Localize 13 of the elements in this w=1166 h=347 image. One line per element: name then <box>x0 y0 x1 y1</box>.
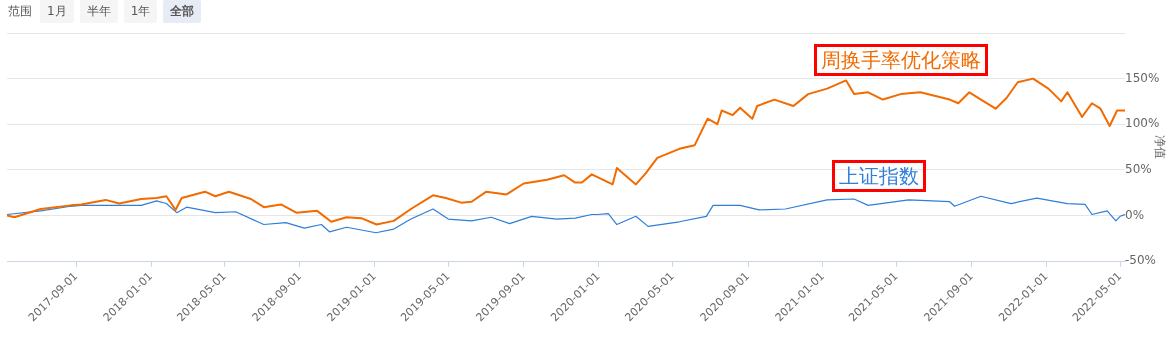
y-axis-title: 净值 <box>1152 135 1166 159</box>
text: 全部 <box>163 0 202 23</box>
text: 1月 <box>40 0 74 23</box>
y-tick-label: 0% <box>1125 207 1145 222</box>
series-label: 周换手率优化策略 <box>814 44 989 77</box>
series-label: 上证指数 <box>832 160 927 193</box>
text: 范围 <box>7 2 33 20</box>
text: 半年 <box>79 0 118 23</box>
y-tick-label: 150% <box>1125 70 1160 85</box>
y-tick-label: 50% <box>1125 161 1152 176</box>
y-tick-label: -50% <box>1125 253 1157 268</box>
y-tick-label: 100% <box>1125 116 1160 131</box>
text: 1年 <box>123 0 158 23</box>
